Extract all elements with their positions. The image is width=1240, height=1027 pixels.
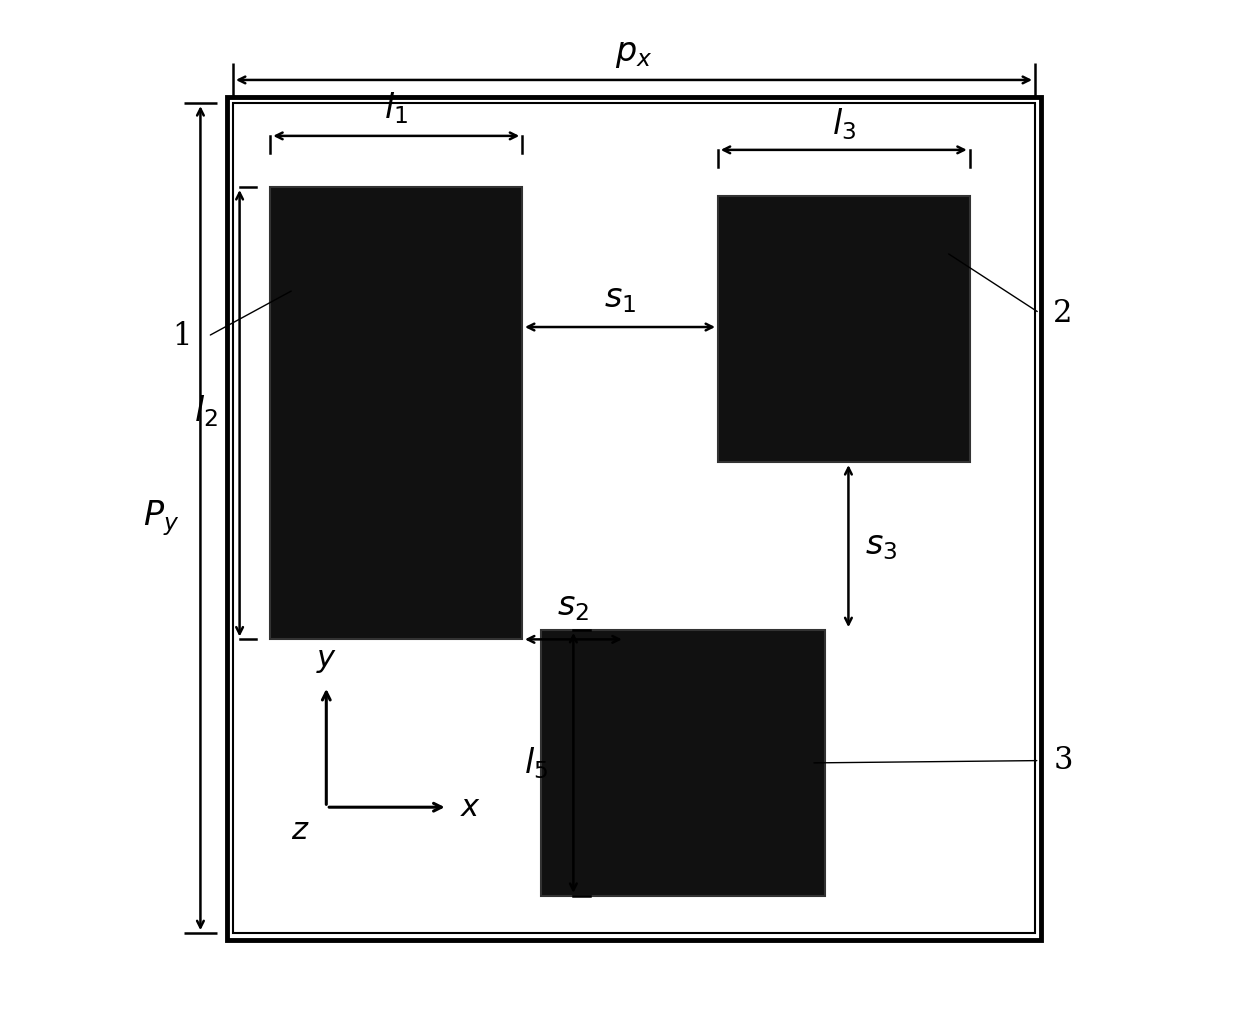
- Text: $s_2$: $s_2$: [557, 591, 589, 622]
- Text: 2: 2: [1053, 298, 1073, 329]
- Text: $p_x$: $p_x$: [615, 38, 652, 70]
- Text: $l_3$: $l_3$: [832, 106, 856, 142]
- Bar: [718, 196, 970, 462]
- Text: $s_1$: $s_1$: [604, 283, 636, 315]
- Bar: [270, 187, 522, 640]
- Text: $x$: $x$: [460, 792, 481, 823]
- Text: 1: 1: [172, 320, 191, 352]
- Text: $l_1$: $l_1$: [384, 90, 408, 125]
- Text: 3: 3: [1053, 745, 1073, 776]
- Text: $z$: $z$: [291, 815, 310, 846]
- Text: $s_3$: $s_3$: [866, 530, 898, 562]
- Text: $l_5$: $l_5$: [525, 746, 548, 782]
- Text: $y$: $y$: [316, 644, 337, 676]
- Bar: [233, 104, 1035, 934]
- Text: $P_y$: $P_y$: [143, 498, 180, 538]
- Text: $l_2$: $l_2$: [195, 393, 218, 429]
- Bar: [227, 97, 1042, 940]
- Bar: [541, 630, 825, 896]
